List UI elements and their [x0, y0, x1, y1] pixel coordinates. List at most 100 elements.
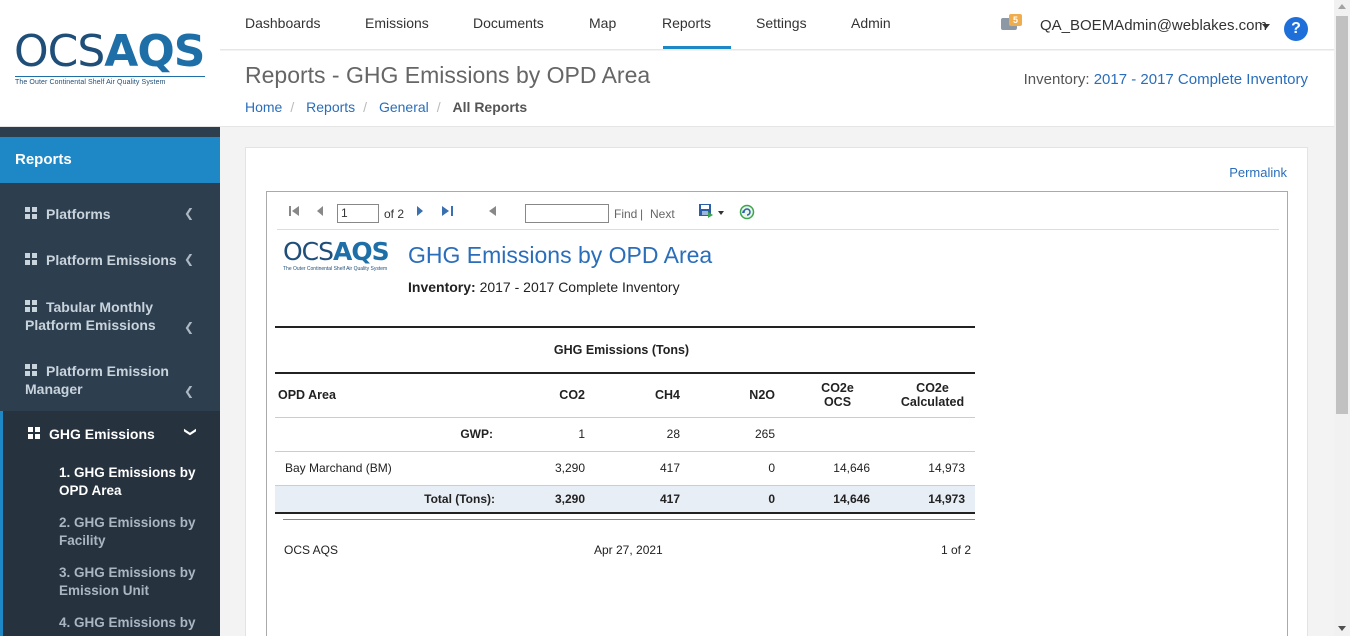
col-co2e-ocs: CO2e OCS: [785, 372, 880, 418]
nav-settings[interactable]: Settings: [756, 15, 807, 31]
export-caret-icon[interactable]: [718, 211, 724, 215]
chevron-left-icon: ❮: [183, 384, 194, 398]
total-row: Total (Tons): 3,290 417 0 14,646 14,973: [275, 485, 975, 514]
total-ch4: 417: [595, 485, 690, 514]
grid-icon: [25, 207, 38, 220]
col-co2: CO2: [505, 372, 595, 418]
report-table: GHG Emissions (Tons) OPD Area CO2 CH4 N2…: [275, 326, 975, 514]
group-header-label: GHG Emissions (Tons): [275, 326, 975, 373]
table-group-header: GHG Emissions (Tons): [275, 326, 975, 373]
chevron-left-icon: ❮: [183, 206, 194, 220]
report-logo-tagline: The Outer Continental Shelf Air Quality …: [283, 266, 388, 272]
total-co2e-calc: 14,973: [880, 485, 975, 514]
report-inventory: Inventory: 2017 - 2017 Complete Inventor…: [408, 279, 680, 295]
refresh-icon[interactable]: [739, 204, 755, 220]
report-footer-page: 1 of 2: [941, 543, 972, 557]
report-logo: OCSAQS: [283, 237, 390, 266]
grid-icon: [25, 300, 38, 313]
inventory-selector: Inventory: 2017 - 2017 Complete Inventor…: [1024, 71, 1308, 88]
page-scrollbar[interactable]: [1334, 0, 1350, 636]
mail-count-badge: 5: [1009, 14, 1023, 26]
sidebar: OCSAQS The Outer Continental Shelf Air Q…: [0, 0, 220, 636]
report-footer-date: Apr 27, 2021: [594, 543, 663, 557]
permalink-link[interactable]: Permalink: [1229, 165, 1287, 180]
total-co2e-ocs: 14,646: [785, 485, 880, 514]
breadcrumb-reports[interactable]: Reports: [306, 99, 356, 115]
first-page-icon[interactable]: [288, 205, 300, 217]
nav-map[interactable]: Map: [589, 15, 617, 31]
next-button[interactable]: Next: [650, 207, 675, 221]
page-header: Reports - GHG Emissions by OPD Area Inve…: [220, 51, 1334, 127]
export-save-icon[interactable]: [698, 203, 714, 219]
scroll-thumb[interactable]: [1336, 16, 1348, 414]
sidebar-header: Reports: [0, 137, 220, 183]
report-viewer: 1 of 2 Find | Next OCSAQS The Outer Cont…: [266, 191, 1288, 636]
chevron-left-icon: ❮: [183, 320, 194, 334]
logo[interactable]: OCSAQS The Outer Continental Shelf Air Q…: [0, 0, 220, 127]
table-row: Bay Marchand (BM) 3,290 417 0 14,646 14,…: [275, 451, 975, 486]
sidebar-subitem-by-facility[interactable]: 2. GHG Emissions by Facility: [0, 507, 220, 557]
gwp-row: GWP: 1 28 265: [275, 417, 975, 452]
col-co2e-calculated: CO2e Calculated: [880, 372, 975, 418]
scroll-down-icon[interactable]: [1338, 626, 1346, 631]
sidebar-subitem-by-more[interactable]: 4. GHG Emissions by: [0, 607, 220, 636]
active-tab-indicator: [663, 46, 731, 49]
nav-dashboards[interactable]: Dashboards: [245, 15, 321, 31]
sidebar-item-label: GHG Emissions: [49, 426, 155, 442]
total-co2: 3,290: [505, 485, 595, 514]
row-co2: 3,290: [505, 451, 595, 486]
back-icon[interactable]: [486, 205, 498, 217]
total-n2o: 0: [690, 485, 785, 514]
breadcrumb-home[interactable]: Home: [245, 99, 283, 115]
nav-reports[interactable]: Reports: [662, 15, 712, 31]
sidebar-item-ghg-emissions[interactable]: GHG Emissions ❮: [0, 411, 220, 457]
col-n2o: N2O: [690, 372, 785, 418]
help-icon[interactable]: ?: [1284, 17, 1308, 41]
row-area: Bay Marchand (BM): [275, 451, 505, 486]
report-card: Permalink 1 of 2 Find | Next OCSAQS The …: [245, 147, 1308, 636]
toolbar-separator: |: [640, 207, 644, 221]
grid-icon: [25, 253, 38, 266]
gwp-n2o: 265: [690, 417, 785, 452]
scroll-up-icon[interactable]: [1338, 4, 1346, 9]
next-page-icon[interactable]: [415, 205, 425, 217]
prev-page-icon[interactable]: [315, 205, 325, 217]
chevron-down-icon: ❮: [181, 426, 196, 438]
col-ch4: CH4: [595, 372, 690, 418]
nav-emissions[interactable]: Emissions: [365, 15, 429, 31]
find-button[interactable]: Find: [614, 207, 638, 221]
logo-tagline: The Outer Continental Shelf Air Quality …: [15, 79, 166, 86]
sidebar-item-tabular-monthly[interactable]: Tabular Monthly Platform Emissions ❮: [0, 298, 220, 334]
sidebar-item-platforms[interactable]: Platforms ❮: [0, 206, 220, 222]
total-label: Total (Tons):: [275, 485, 505, 514]
sidebar-subitem-by-opd-area[interactable]: 1. GHG Emissions by OPD Area: [0, 457, 220, 507]
sidebar-item-label: Platforms: [46, 206, 111, 222]
breadcrumb-general[interactable]: General: [378, 99, 429, 115]
sidebar-item-platform-emissions[interactable]: Platform Emissions ❮: [0, 252, 220, 268]
row-n2o: 0: [690, 451, 785, 486]
breadcrumb: Home / Reports / General / All Reports: [245, 99, 528, 115]
report-footer-divider: [283, 519, 975, 520]
row-co2e-calc: 14,973: [880, 451, 975, 486]
caret-down-icon[interactable]: [1262, 24, 1270, 29]
inventory-label: Inventory:: [1023, 71, 1090, 88]
last-page-icon[interactable]: [441, 205, 455, 217]
col-opd-area: OPD Area: [275, 372, 505, 418]
nav-documents[interactable]: Documents: [473, 15, 544, 31]
find-input[interactable]: [525, 204, 609, 223]
row-ch4: 417: [595, 451, 690, 486]
report-toolbar: 1 of 2 Find | Next: [277, 192, 1279, 230]
sidebar-item-label: Tabular Monthly Platform Emissions: [25, 299, 156, 333]
grid-icon: [28, 427, 41, 440]
user-menu[interactable]: QA_BOEMAdmin@weblakes.com: [1040, 17, 1267, 34]
page-number-input[interactable]: 1: [337, 204, 379, 223]
logo-wordmark: OCSAQS: [14, 26, 205, 77]
grid-icon: [25, 364, 38, 377]
report-title: GHG Emissions by OPD Area: [408, 242, 713, 268]
nav-admin[interactable]: Admin: [851, 15, 891, 31]
inventory-link[interactable]: 2017 - 2017 Complete Inventory: [1093, 71, 1308, 88]
gwp-ch4: 28: [595, 417, 690, 452]
breadcrumb-current: All Reports: [452, 99, 528, 115]
sidebar-subitem-by-emission-unit[interactable]: 3. GHG Emissions by Emission Unit: [0, 557, 220, 607]
sidebar-item-emission-manager[interactable]: Platform Emission Manager ❮: [0, 362, 220, 398]
